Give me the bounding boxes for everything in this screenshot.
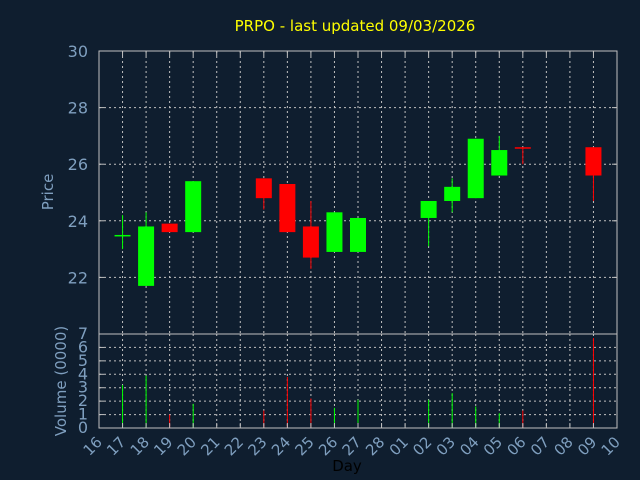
candle-body-down: [302, 226, 319, 258]
volume-tick-label: 0: [78, 418, 88, 437]
volume-tick-label: 3: [78, 378, 88, 397]
price-tick-label: 30: [68, 42, 88, 61]
candle-body-up: [420, 200, 437, 218]
price-tick-label: 28: [68, 99, 88, 118]
price-tick-label: 24: [68, 212, 88, 231]
price-panel: 22 24 26 28 30 Price: [39, 42, 618, 335]
candle-body-up: [444, 186, 461, 201]
chart-title: PRPO - last updated 09/03/2026: [235, 17, 476, 35]
price-axis-label: Price: [39, 174, 57, 211]
price-y-ticks: 22 24 26 28 30: [68, 42, 617, 287]
candle-body-down: [255, 178, 272, 199]
volume-tick-label: 5: [78, 351, 88, 370]
volume-tick-label: 1: [78, 405, 88, 424]
candle-body-down: [514, 147, 531, 149]
candle-body-up: [467, 138, 484, 199]
candle-body-up: [185, 181, 202, 233]
candle-body-down: [585, 147, 602, 176]
volume-tick-label: 7: [78, 324, 88, 343]
volume-tick-label: 2: [78, 391, 88, 410]
price-tick-label: 26: [68, 155, 88, 174]
candle-body-down: [161, 223, 178, 233]
candle-body-up: [114, 234, 131, 237]
candle-body-up: [138, 226, 155, 286]
volume-tick-label: 6: [78, 337, 88, 356]
candle-body-down: [279, 184, 296, 233]
candle-body-up: [491, 150, 508, 176]
price-candles: [114, 135, 602, 286]
price-tick-label: 22: [68, 268, 88, 287]
volume-axis-label: Volume (0000): [52, 326, 70, 436]
x-axis-label: Day: [332, 457, 362, 475]
candle-body-up: [326, 212, 343, 252]
volume-tick-label: 4: [78, 364, 88, 383]
candle-body-up: [350, 217, 366, 252]
